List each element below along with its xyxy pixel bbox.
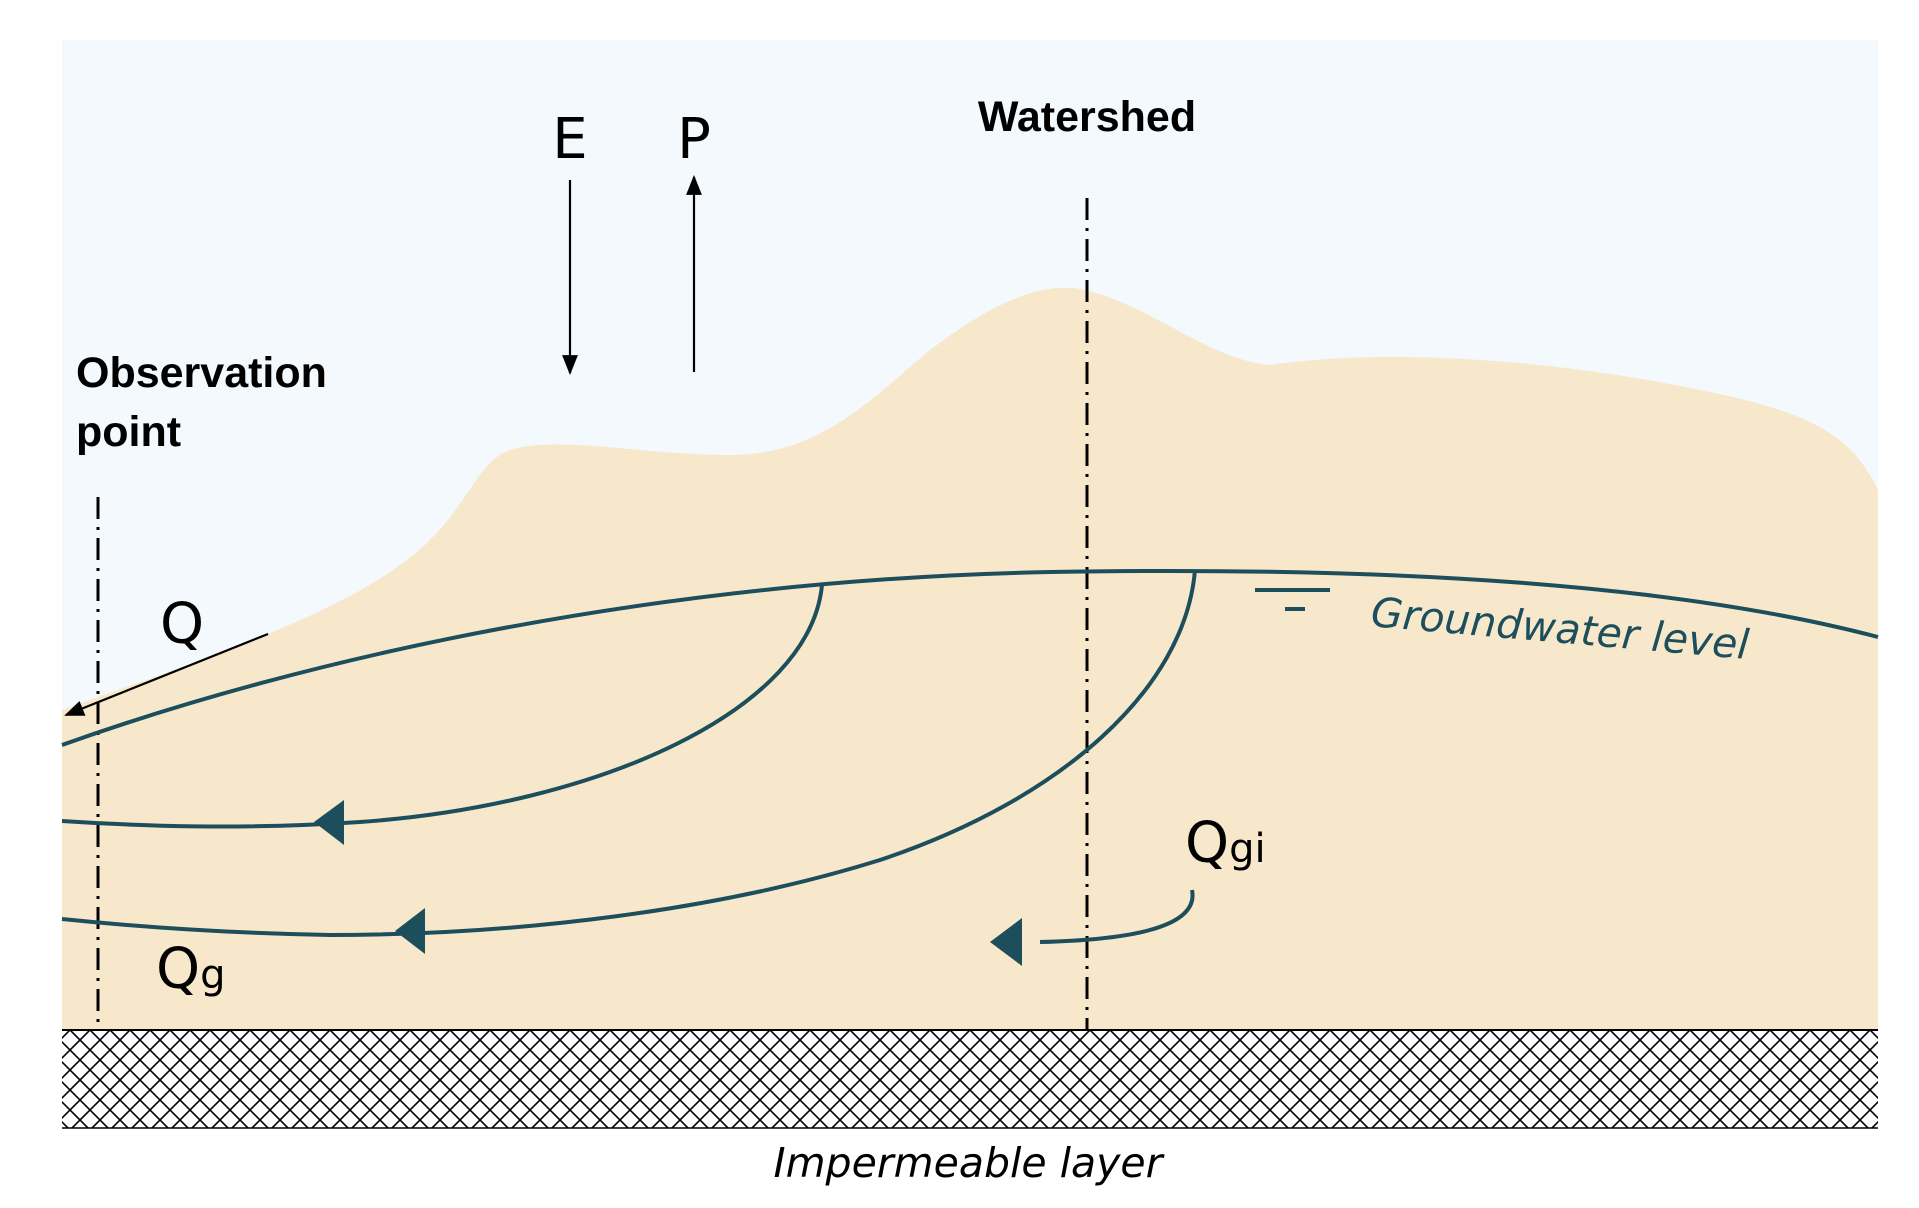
observation-point-label-line2: point	[76, 408, 181, 456]
evaporation-label: E	[552, 107, 587, 172]
interbasin-flow-label: Qgi	[1185, 811, 1266, 876]
impermeable-layer-hatch	[62, 1030, 1878, 1128]
ground-surface	[62, 287, 1878, 1030]
interbasin-flow-label-main: Q	[1185, 811, 1229, 876]
discharge-label: Q	[160, 592, 204, 657]
discharge-arrow	[64, 632, 269, 717]
interbasin-flow-path	[1039, 889, 1195, 944]
groundwater-flow-label-main: Q	[156, 937, 200, 1002]
deep-flow-path	[61, 569, 1197, 938]
interbasin-flow-label-sub: gi	[1229, 826, 1266, 872]
observation-point-label-line1: Observation	[76, 349, 327, 397]
precipitation-label: P	[677, 107, 711, 172]
groundwater-flow-label-sub: g	[200, 952, 225, 998]
shallow-flow-path	[61, 584, 824, 829]
interbasin-flow-arrowhead	[990, 918, 1022, 966]
groundwater-level-line	[61, 568, 1879, 747]
impermeable-layer-label: Impermeable layer	[774, 1139, 1165, 1187]
watershed-label: Watershed	[978, 93, 1196, 141]
shallow-flow-arrowhead	[314, 800, 344, 845]
deep-flow-arrowhead	[395, 908, 425, 954]
groundwater-flow-label: Qg	[156, 937, 225, 1002]
water-table-symbol	[1255, 588, 1330, 611]
